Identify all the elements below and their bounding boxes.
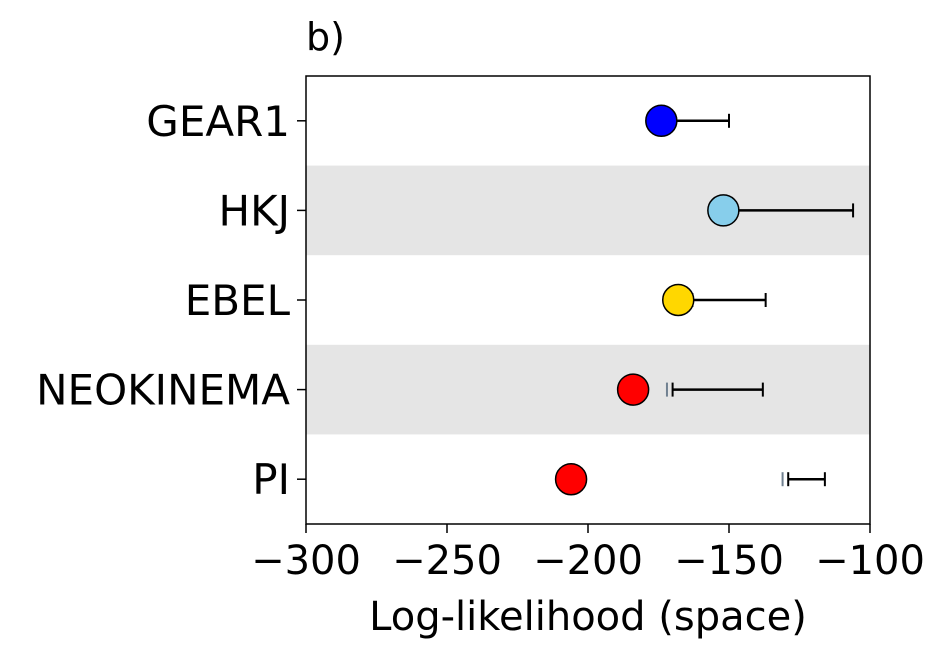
x-tick-label: −200 xyxy=(533,538,643,584)
x-axis: −300 −250 −200 −150 −100 xyxy=(251,524,925,584)
y-tick-label: NEOKINEMA xyxy=(36,366,290,415)
x-tick-label: −300 xyxy=(251,538,361,584)
y-tick-label: EBEL xyxy=(185,276,291,325)
x-axis-label: Log-likelihood (space) xyxy=(369,594,807,640)
x-tick-label: −250 xyxy=(392,538,502,584)
data-points xyxy=(554,104,740,496)
y-tick-label: PI xyxy=(252,455,290,504)
row-band xyxy=(306,344,870,435)
data-point xyxy=(707,194,740,227)
data-point xyxy=(661,283,695,317)
y-tick-label: HKJ xyxy=(218,186,290,235)
row-bands xyxy=(306,165,870,435)
data-point xyxy=(616,373,650,406)
data-point xyxy=(554,462,588,496)
y-tick-label: GEAR1 xyxy=(146,97,290,146)
panel-label: b) xyxy=(306,15,345,59)
y-axis: GEAR1 HKJ EBEL NEOKINEMA PI xyxy=(36,97,306,504)
plot-frame xyxy=(305,75,871,525)
data-point xyxy=(645,104,678,138)
x-tick-label: −150 xyxy=(674,538,784,584)
x-tick-label: −100 xyxy=(815,538,925,584)
